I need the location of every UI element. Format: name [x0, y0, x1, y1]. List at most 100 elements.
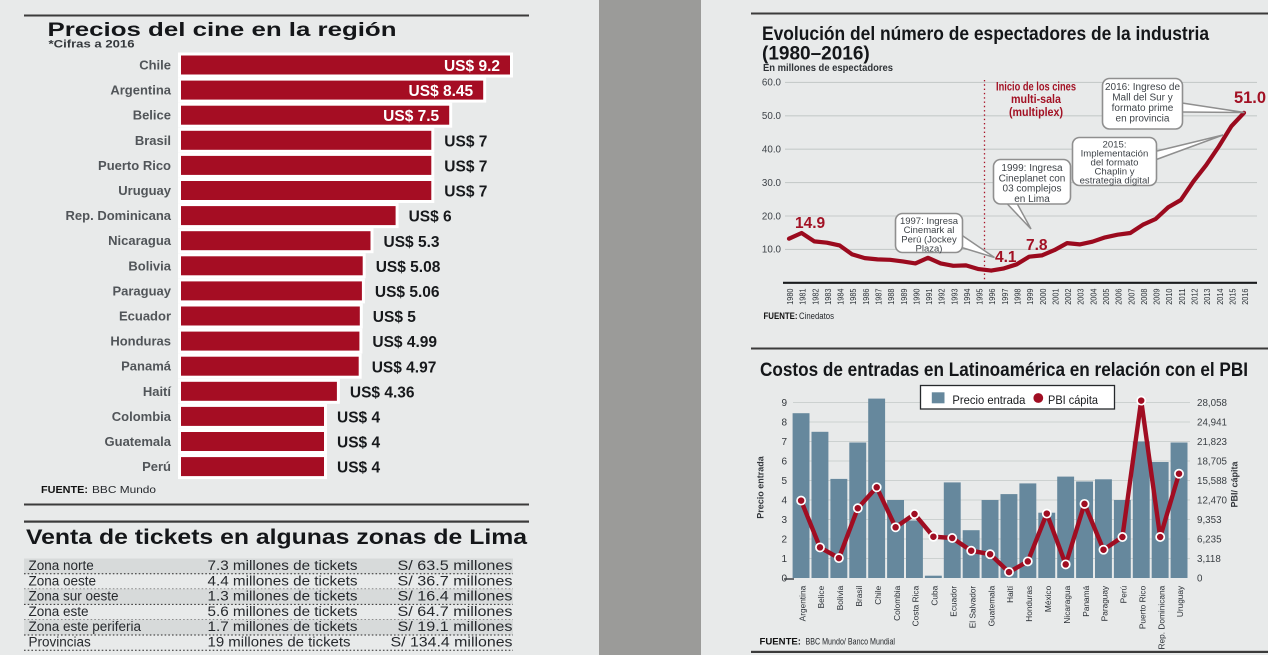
svg-text:1999: 1999: [1025, 288, 1035, 304]
svg-text:(1980–2016): (1980–2016): [762, 44, 870, 65]
svg-text:US$ 7: US$ 7: [444, 159, 487, 176]
svg-text:US$ 7: US$ 7: [444, 184, 487, 201]
svg-text:Cineplanet con: Cineplanet con: [999, 173, 1066, 184]
svg-text:2006: 2006: [1114, 288, 1124, 304]
svg-text:Uruguay: Uruguay: [1175, 585, 1185, 617]
svg-text:2: 2: [781, 535, 787, 546]
svg-text:2008: 2008: [1139, 288, 1149, 304]
svg-text:Puerto Rico: Puerto Rico: [98, 158, 171, 173]
svg-text:1988: 1988: [886, 288, 896, 304]
svg-text:Paraguay: Paraguay: [112, 283, 171, 298]
svg-text:7: 7: [781, 437, 787, 448]
svg-text:US$ 5.3: US$ 5.3: [384, 234, 440, 251]
svg-text:Zona este: Zona este: [29, 604, 89, 619]
svg-text:US$ 7: US$ 7: [444, 133, 487, 150]
svg-text:Precio entrada: Precio entrada: [756, 455, 766, 519]
svg-text:En millones de espectadores: En millones de espectadores: [763, 63, 893, 74]
svg-text:S/ 16.4 millones: S/ 16.4 millones: [398, 589, 513, 604]
svg-text:10.0: 10.0: [762, 245, 782, 256]
svg-text:Perú: Perú: [1119, 585, 1129, 603]
svg-text:Bolivia: Bolivia: [128, 258, 171, 273]
svg-text:Perú (Jockey: Perú (Jockey: [901, 234, 957, 245]
svg-text:Honduras: Honduras: [1024, 586, 1034, 622]
svg-text:El Salvador: El Salvador: [967, 586, 977, 629]
svg-text:US$ 4.36: US$ 4.36: [350, 384, 415, 401]
svg-text:multi-sala: multi-sala: [1011, 94, 1062, 106]
svg-text:Brasil: Brasil: [135, 133, 171, 148]
svg-text:US$ 4.97: US$ 4.97: [372, 359, 437, 376]
svg-text:1984: 1984: [836, 288, 846, 304]
svg-text:S/ 63.5 millones: S/ 63.5 millones: [398, 558, 513, 573]
svg-text:Belice: Belice: [816, 585, 826, 608]
svg-text:24,941: 24,941: [1197, 418, 1227, 429]
svg-text:2016: 2016: [1240, 288, 1250, 304]
svg-text:Cuba: Cuba: [930, 585, 940, 605]
svg-text:(multiplex): (multiplex): [1009, 107, 1063, 119]
svg-text:2015: 2015: [1227, 288, 1237, 304]
svg-text:1991: 1991: [924, 288, 934, 304]
svg-text:2014: 2014: [1215, 288, 1225, 304]
svg-text:FUENTE:: FUENTE:: [760, 637, 802, 647]
svg-text:Zona este periferia: Zona este periferia: [29, 619, 142, 634]
svg-text:BBC Mundo/ Banco Mundial: BBC Mundo/ Banco Mundial: [806, 637, 896, 647]
svg-text:1980: 1980: [785, 288, 795, 304]
svg-text:Bolivia: Bolivia: [835, 585, 845, 610]
svg-text:Argentina: Argentina: [797, 585, 807, 621]
svg-text:S/ 36.7 millones: S/ 36.7 millones: [398, 573, 513, 588]
svg-text:1994: 1994: [962, 288, 972, 304]
svg-text:03 complejos: 03 complejos: [1003, 184, 1062, 195]
svg-text:1.3 millones de tickets: 1.3 millones de tickets: [208, 589, 358, 604]
svg-text:2003: 2003: [1076, 288, 1086, 304]
svg-text:Inicio de los cines: Inicio de los cines: [996, 82, 1076, 94]
svg-text:Cinemark al: Cinemark al: [904, 225, 955, 236]
svg-text:Haití: Haití: [1005, 585, 1015, 603]
svg-text:9: 9: [781, 398, 787, 409]
svg-text:1989: 1989: [899, 288, 909, 304]
svg-text:BBC Mundo: BBC Mundo: [92, 485, 157, 496]
svg-text:Zona oeste: Zona oeste: [29, 573, 97, 588]
svg-text:2002: 2002: [1063, 288, 1073, 304]
svg-text:51.0: 51.0: [1234, 89, 1266, 107]
svg-text:15,588: 15,588: [1197, 476, 1228, 487]
svg-text:2000: 2000: [1038, 288, 1048, 304]
svg-text:US$ 4.99: US$ 4.99: [372, 334, 437, 351]
svg-text:1997: Ingresa: 1997: Ingresa: [900, 216, 959, 227]
svg-text:Ecuador: Ecuador: [949, 586, 959, 617]
svg-text:Puerto Rico: Puerto Rico: [1138, 585, 1148, 629]
svg-text:US$ 5.06: US$ 5.06: [375, 284, 440, 301]
svg-text:1: 1: [781, 554, 787, 565]
svg-text:4.4 millones de tickets: 4.4 millones de tickets: [208, 573, 358, 588]
svg-text:FUENTE:: FUENTE:: [764, 311, 798, 321]
svg-text:50.0: 50.0: [762, 111, 782, 122]
svg-text:2010: 2010: [1164, 288, 1174, 304]
svg-text:6,235: 6,235: [1197, 535, 1222, 546]
svg-text:*Cifras a 2016: *Cifras a 2016: [49, 39, 135, 51]
svg-text:Venta de tickets en algunas zo: Venta de tickets en algunas zonas de Lim…: [26, 526, 527, 549]
svg-text:Precios del cine en la región: Precios del cine en la región: [48, 20, 397, 41]
svg-text:18,705: 18,705: [1197, 457, 1228, 468]
svg-text:México: México: [1043, 585, 1053, 612]
svg-text:Colombia: Colombia: [892, 585, 902, 620]
svg-text:Mall del Sur y: Mall del Sur y: [1112, 93, 1173, 104]
svg-text:28,058: 28,058: [1197, 398, 1228, 409]
svg-text:del formato: del formato: [1091, 158, 1139, 169]
svg-text:US$ 5.08: US$ 5.08: [376, 259, 441, 276]
svg-text:Honduras: Honduras: [110, 334, 171, 349]
svg-text:en Lima: en Lima: [1014, 194, 1050, 205]
svg-text:1990: 1990: [911, 288, 921, 304]
svg-text:1993: 1993: [949, 288, 959, 304]
svg-text:US$ 7.5: US$ 7.5: [383, 108, 439, 125]
svg-text:21,823: 21,823: [1197, 437, 1228, 448]
svg-text:20.0: 20.0: [762, 211, 782, 222]
svg-text:1995: 1995: [975, 288, 985, 304]
svg-text:US$ 8.45: US$ 8.45: [409, 83, 474, 100]
svg-text:6: 6: [781, 457, 787, 468]
svg-text:en provincia: en provincia: [1116, 113, 1170, 124]
svg-text:2005: 2005: [1101, 288, 1111, 304]
svg-text:3,118: 3,118: [1197, 554, 1221, 565]
svg-text:Chaplin y: Chaplin y: [1095, 166, 1135, 177]
svg-text:Costos de entradas en Latinoam: Costos de entradas en Latinoamérica en r…: [760, 360, 1248, 381]
svg-text:Brasil: Brasil: [854, 586, 864, 607]
svg-text:30.0: 30.0: [762, 178, 782, 189]
svg-text:Belice: Belice: [133, 108, 171, 123]
